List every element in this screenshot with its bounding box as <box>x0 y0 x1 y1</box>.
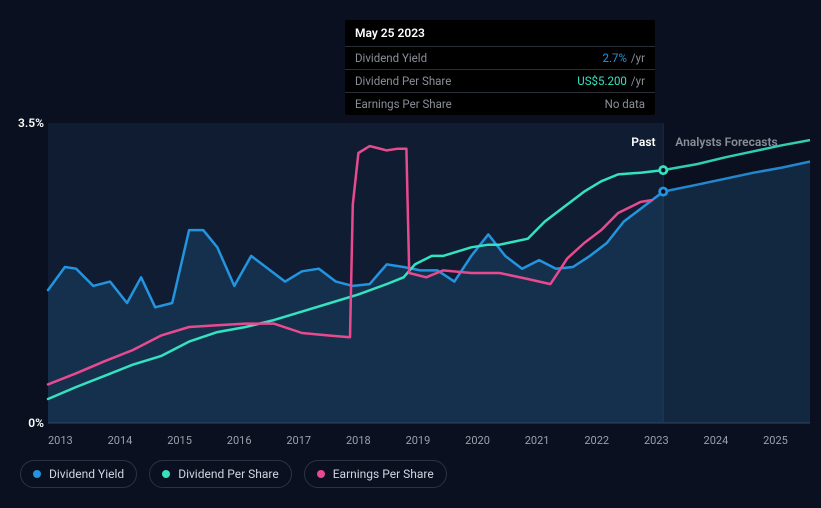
hover-tooltip: May 25 2023 Dividend Yield2.7%/yrDividen… <box>345 20 655 115</box>
chart-legend: Dividend Yield Dividend Per Share Earnings… <box>20 460 447 488</box>
legend-dot-icon <box>317 470 325 478</box>
past-label: Past <box>631 135 655 149</box>
tooltip-row-label: Dividend Yield <box>355 51 603 65</box>
dividend-chart[interactable]: 0%3.5% Past Analysts Forecasts 201320142… <box>20 105 810 455</box>
legend-dot-icon <box>33 470 41 478</box>
x-axis-tick: 2015 <box>167 434 192 447</box>
tooltip-row: Dividend Yield2.7% /yr <box>345 47 655 70</box>
y-axis-tick: 0% <box>28 416 44 430</box>
legend-item-label: Earnings Per Share <box>333 467 434 481</box>
chart-canvas <box>20 105 810 445</box>
legend-item-eps[interactable]: Earnings Per Share <box>304 460 447 488</box>
tooltip-row-unit: /yr <box>631 51 645 65</box>
tooltip-row-value: 2.7% <box>603 51 627 65</box>
x-axis-tick: 2025 <box>763 434 788 447</box>
tooltip-row-label: Earnings Per Share <box>355 97 605 111</box>
x-axis-tick: 2023 <box>644 434 669 447</box>
x-axis-tick: 2013 <box>48 434 73 447</box>
tooltip-row-unit: /yr <box>631 74 645 88</box>
x-axis-tick: 2014 <box>108 434 133 447</box>
x-axis-tick: 2022 <box>584 434 609 447</box>
legend-item-label: Dividend Per Share <box>178 467 279 481</box>
tooltip-row: Dividend Per ShareUS$5.200/yr <box>345 70 655 93</box>
forecast-label: Analysts Forecasts <box>675 135 777 149</box>
x-axis-tick: 2018 <box>346 434 371 447</box>
legend-item-label: Dividend Yield <box>49 467 124 481</box>
tooltip-row: Earnings Per ShareNo data <box>345 93 655 115</box>
x-axis-tick: 2024 <box>704 434 729 447</box>
tooltip-row-value: No data <box>605 97 645 111</box>
legend-dot-icon <box>162 470 170 478</box>
tooltip-row-label: Dividend Per Share <box>355 74 577 88</box>
x-axis-tick: 2017 <box>286 434 311 447</box>
tooltip-row-value: US$5.200 <box>577 74 627 88</box>
x-axis-tick: 2020 <box>465 434 490 447</box>
legend-item-dps[interactable]: Dividend Per Share <box>149 460 292 488</box>
x-axis-tick: 2016 <box>227 434 252 447</box>
x-axis-tick: 2021 <box>525 434 550 447</box>
x-axis-labels: 2013 2014 2015 2016 2017 2018 2019 2020 2021 2022… <box>48 434 788 447</box>
tooltip-date: May 25 2023 <box>345 20 655 47</box>
x-axis-tick: 2019 <box>406 434 431 447</box>
y-axis-tick: 3.5% <box>18 116 44 130</box>
legend-item-dy[interactable]: Dividend Yield <box>20 460 137 488</box>
